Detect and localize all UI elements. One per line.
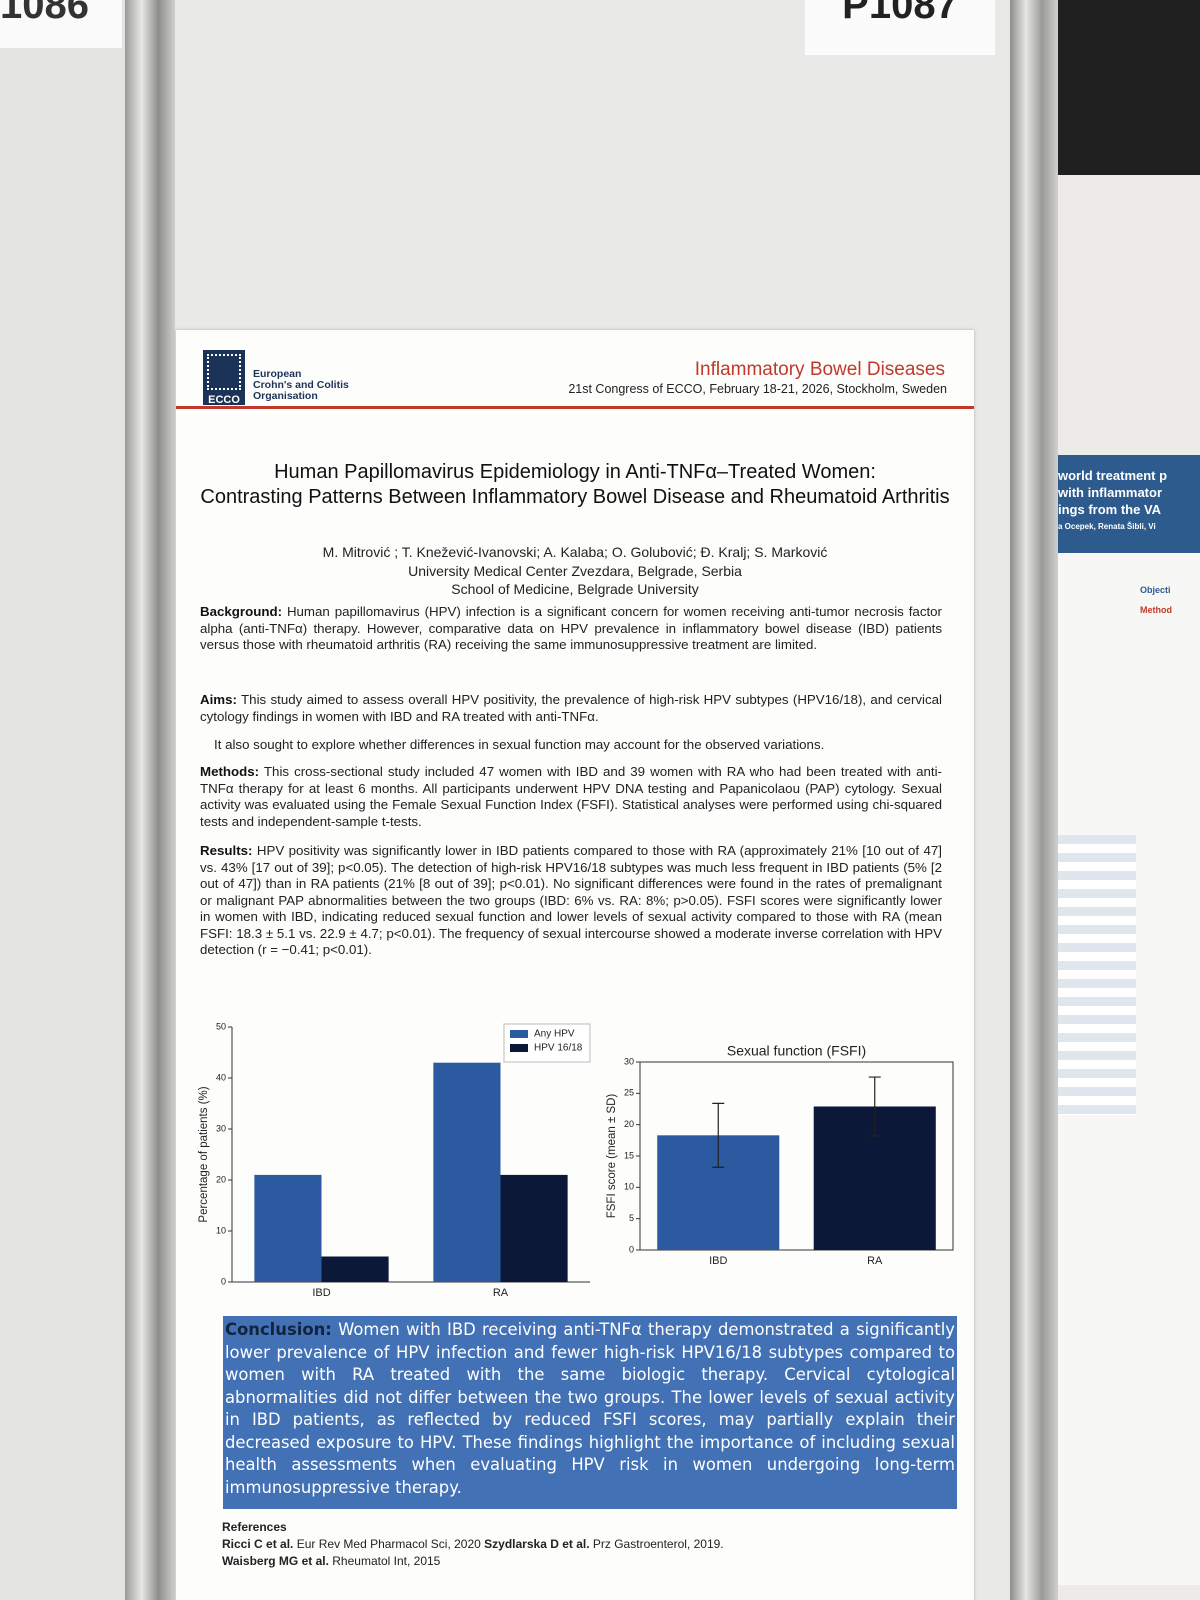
section: Results: HPV positivity was significantl… — [200, 843, 942, 959]
bar — [433, 1062, 501, 1282]
pole — [1010, 0, 1058, 1600]
neighbor-line: a Ocepek, Renata Šibli, Vi — [1058, 522, 1156, 531]
neighbor-heading: Method — [1140, 605, 1172, 615]
bar — [254, 1174, 322, 1282]
reference-line: Waisberg MG et al. Rheumatol Int, 2015 — [222, 1553, 724, 1570]
neighbor-line: ings from the VA — [1058, 502, 1162, 517]
y-axis-label: Percentage of patients (%) — [198, 1086, 210, 1222]
x-tick-label: RA — [493, 1287, 509, 1299]
booth-number: 1086 — [0, 0, 89, 27]
reference-authors: Szydlarska D et al. — [484, 1537, 590, 1551]
affiliation: School of Medicine, Belgrade University — [451, 581, 699, 597]
legend-swatch — [510, 1044, 528, 1052]
y-axis-label: FSFI score (mean ± SD) — [606, 1094, 618, 1219]
title-line: Human Papillomavirus Epidemiology in Ant… — [274, 461, 876, 483]
left-board — [0, 0, 125, 1600]
legend-label: Any HPV — [534, 1029, 575, 1040]
header-rule — [176, 406, 974, 409]
pole — [125, 0, 175, 1600]
y-tick-label: 10 — [624, 1182, 634, 1192]
neighbor-heading: Objecti — [1140, 585, 1171, 595]
reference-source: Eur Rev Med Pharmacol Sci, 2020 — [296, 1537, 481, 1551]
y-tick-label: 20 — [624, 1119, 634, 1129]
x-tick-label: IBD — [312, 1287, 330, 1299]
title: Human Papillomavirus Epidemiology in Ant… — [176, 460, 974, 510]
logo: ECCO — [203, 350, 245, 406]
section: It also sought to explore whether differ… — [214, 737, 942, 754]
section-label: Aims: — [200, 692, 237, 707]
reference-source: Rheumatol Int, 2015 — [332, 1554, 441, 1568]
booth-number: P1087 — [842, 0, 958, 27]
y-tick-label: 40 — [216, 1072, 226, 1082]
neighbor-line: world treatment p — [1058, 468, 1168, 483]
conclusion-text: Women with IBD receiving anti-TNFα thera… — [225, 1320, 955, 1497]
dark-area — [1058, 0, 1200, 175]
logo-text: ECCO — [208, 394, 240, 406]
author-names: M. Mitrović ; T. Knežević-Ivanovski; A. … — [322, 544, 828, 560]
reference-authors: Ricci C et al. — [222, 1537, 294, 1551]
section-label: Methods: — [200, 764, 260, 779]
x-tick-label: IBD — [709, 1255, 727, 1267]
x-tick-label: RA — [867, 1255, 883, 1267]
conclusion-label: Conclusion: — [225, 1320, 332, 1339]
error-bar — [712, 1102, 725, 1168]
org-name: European Crohn's and Colitis Organisatio… — [253, 369, 349, 402]
section-label: Results: — [200, 843, 253, 858]
section: Methods: This cross-sectional study incl… — [200, 764, 942, 830]
section-text: HPV positivity was significantly lower i… — [200, 843, 942, 957]
title-line: Contrasting Patterns Between Inflammator… — [200, 486, 950, 508]
booth-label: 1086 — [0, 0, 122, 48]
neighbor-poster: world treatment p with inflammator ings … — [1058, 455, 1200, 1585]
y-tick-label: 20 — [216, 1174, 226, 1184]
legend-label: HPV 16/18 — [534, 1043, 583, 1054]
org-line: European — [253, 368, 302, 380]
y-tick-label: 0 — [629, 1244, 634, 1254]
section-text: This cross-sectional study included 47 w… — [200, 764, 942, 829]
y-tick-label: 0 — [221, 1276, 226, 1286]
section-text: It also sought to explore whether differ… — [214, 737, 825, 752]
y-tick-label: 5 — [629, 1213, 634, 1223]
booth-label: P1087 — [805, 0, 995, 55]
org-line: Crohn's and Colitis — [253, 379, 349, 391]
neighbor-line: with inflammator — [1058, 485, 1163, 500]
legend-swatch — [510, 1030, 528, 1038]
section-label: Background: — [200, 604, 283, 619]
references: References Ricci C et al. Eur Rev Med Ph… — [222, 1519, 724, 1570]
y-tick-label: 30 — [624, 1056, 634, 1066]
reference-line: Ricci C et al. Eur Rev Med Pharmacol Sci… — [222, 1536, 724, 1553]
bar — [500, 1174, 568, 1282]
neighbor-table — [1058, 835, 1136, 1115]
y-tick-label: 50 — [216, 1021, 226, 1031]
congress: 21st Congress of ECCO, February 18-21, 2… — [568, 382, 947, 396]
journal: Inflammatory Bowel Diseases — [694, 359, 945, 380]
error-bar — [868, 1076, 881, 1137]
section: Background: Human papillomavirus (HPV) i… — [200, 604, 942, 654]
y-tick-label: 25 — [624, 1088, 634, 1098]
frame — [639, 1061, 954, 1251]
chart-title: Sexual function (FSFI) — [727, 1043, 866, 1059]
section-text: This study aimed to assess overall HPV p… — [200, 692, 942, 724]
y-tick-label: 10 — [216, 1225, 226, 1235]
reference-source: Prz Gastroenterol, 2019. — [592, 1537, 724, 1551]
bar — [321, 1256, 389, 1282]
section: Aims: This study aimed to assess overall… — [200, 692, 942, 725]
y-tick-label: 30 — [216, 1123, 226, 1133]
affiliation: University Medical Center Zvezdara, Belg… — [408, 562, 742, 579]
org-line: Organisation — [253, 390, 318, 402]
conclusion: Conclusion: Women with IBD receiving ant… — [223, 1316, 957, 1509]
section-text: Human papillomavirus (HPV) infection is … — [200, 604, 942, 652]
reference-authors: Waisberg MG et al. — [222, 1554, 329, 1568]
references-heading: References — [222, 1520, 287, 1534]
neighbor-title: world treatment p with inflammator ings … — [1058, 455, 1200, 553]
authors: M. Mitrović ; T. Knežević-Ivanovski; A. … — [176, 543, 974, 599]
y-tick-label: 15 — [624, 1150, 634, 1160]
